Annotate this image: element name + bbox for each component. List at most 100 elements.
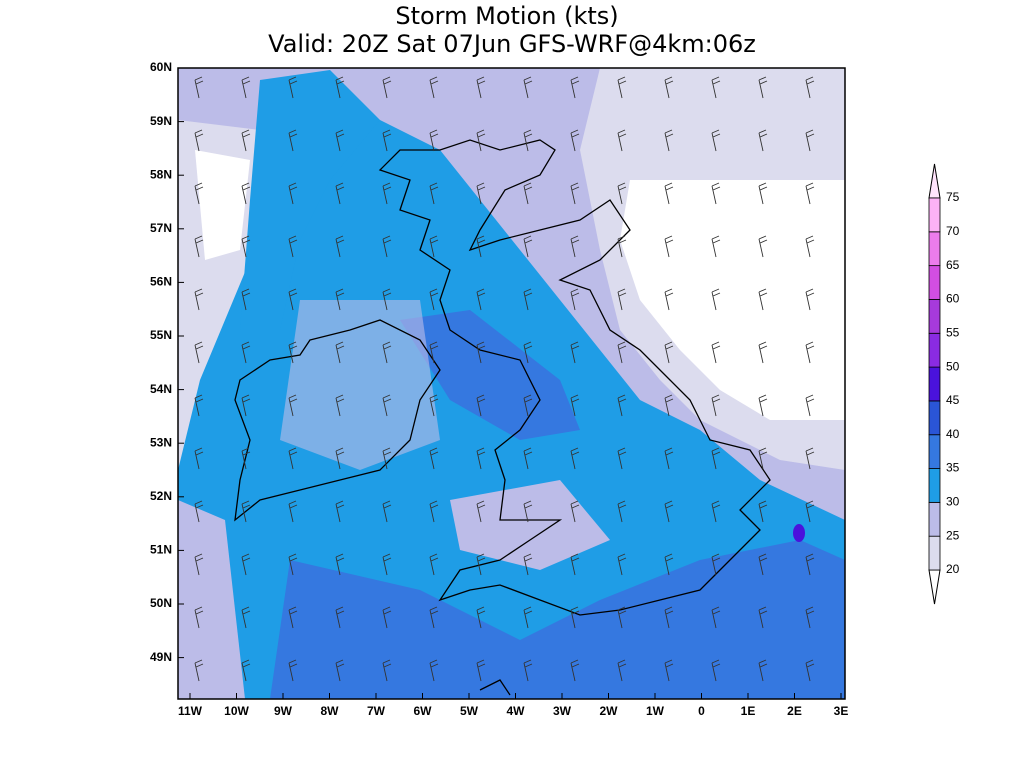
wind-barb	[429, 447, 439, 470]
wind-barb	[194, 129, 204, 152]
wind-barb	[523, 606, 533, 629]
wind-barb	[194, 235, 204, 258]
colorbar-label: 75	[946, 190, 960, 204]
wind-barb	[758, 341, 768, 364]
wind-barb	[382, 606, 392, 629]
longitude-label: 10W	[224, 704, 249, 718]
latitude-label: 51N	[150, 543, 172, 557]
wind-barb	[523, 394, 533, 417]
wind-barb	[617, 553, 627, 576]
longitude-label: 3W	[553, 704, 572, 718]
latitude-label: 59N	[150, 114, 172, 128]
wind-barb	[758, 235, 768, 258]
wind-barb	[664, 129, 674, 152]
longitude-label: 2W	[600, 704, 619, 718]
colorbar-bin	[928, 332, 941, 368]
wind-barb	[664, 394, 674, 417]
wind-barb	[570, 182, 580, 205]
subtitle: Valid: 20Z Sat 07Jun GFS-WRF@4km:06z	[268, 30, 756, 58]
wind-barb	[241, 553, 251, 576]
wind-barb	[617, 659, 627, 682]
wind-barb	[429, 606, 439, 629]
wind-barb	[194, 447, 204, 470]
wind-barb	[711, 235, 721, 258]
wind-barb	[241, 182, 251, 205]
wind-barb	[241, 129, 251, 152]
wind-barb	[194, 76, 204, 99]
map-field	[178, 68, 845, 699]
wind-barb	[194, 394, 204, 417]
wind-barb	[805, 394, 815, 417]
wind-barb	[335, 182, 345, 205]
wind-barb	[617, 182, 627, 205]
colorbar-bin	[928, 299, 941, 334]
longitude-label: 7W	[367, 704, 386, 718]
latitude-label: 52N	[150, 489, 172, 503]
wind-barb	[711, 288, 721, 311]
wind-barb	[617, 288, 627, 311]
wind-barb	[429, 553, 439, 576]
wind-barb	[429, 659, 439, 682]
colorbar-bin	[928, 265, 941, 300]
wind-barb	[570, 500, 580, 523]
wind-barb	[758, 394, 768, 417]
wind-barb	[805, 341, 815, 364]
wind-barb	[805, 659, 815, 682]
wind-barb	[429, 76, 439, 99]
wind-barb	[523, 235, 533, 258]
wind-barb	[382, 447, 392, 470]
wind-barb	[523, 553, 533, 576]
colorbar-label: 20	[946, 562, 960, 576]
wind-barb	[617, 76, 627, 99]
wind-barb	[570, 447, 580, 470]
wind-barb	[288, 129, 298, 152]
wind-barb	[335, 129, 345, 152]
wind-barb	[805, 288, 815, 311]
wind-barb	[711, 341, 721, 364]
wind-barb	[335, 341, 345, 364]
wind-barb	[429, 394, 439, 417]
longitude-label: 4W	[507, 704, 526, 718]
wind-barb	[523, 500, 533, 523]
colorbar-label: 50	[946, 359, 960, 373]
wind-barb	[288, 447, 298, 470]
wind-barb	[523, 129, 533, 152]
wind-barb	[241, 341, 251, 364]
latitude-label: 50N	[150, 596, 172, 610]
wind-barbs	[194, 76, 815, 682]
wind-barb	[476, 553, 486, 576]
wind-barb	[664, 606, 674, 629]
wind-barb	[288, 76, 298, 99]
wind-barb	[476, 288, 486, 311]
wind-barb	[664, 235, 674, 258]
wind-barb	[476, 76, 486, 99]
wind-barb	[335, 606, 345, 629]
longitude-label: 5W	[460, 704, 479, 718]
wind-barb	[476, 500, 486, 523]
wind-barb	[288, 341, 298, 364]
wind-barb	[805, 606, 815, 629]
wind-barb	[288, 288, 298, 311]
wind-barb	[805, 129, 815, 152]
colorbar-label: 45	[946, 393, 960, 407]
colorbar-bin	[928, 468, 941, 503]
wind-barb	[523, 76, 533, 99]
wind-barb	[758, 76, 768, 99]
wind-barb	[288, 659, 298, 682]
latitude-label: 49N	[150, 650, 172, 664]
wind-barb	[570, 76, 580, 99]
longitude-label: 0	[698, 704, 705, 718]
latitude-label: 55N	[150, 328, 172, 342]
wind-barb	[476, 235, 486, 258]
wind-barb	[382, 500, 392, 523]
colorbar-label: 35	[946, 461, 960, 475]
wind-barb	[194, 500, 204, 523]
wind-barb	[429, 288, 439, 311]
wind-barb	[241, 235, 251, 258]
wind-barb	[617, 235, 627, 258]
wind-barb	[241, 447, 251, 470]
wind-barb	[382, 182, 392, 205]
colorbar-bin	[928, 366, 941, 402]
wind-barb	[476, 447, 486, 470]
wind-barb	[617, 606, 627, 629]
